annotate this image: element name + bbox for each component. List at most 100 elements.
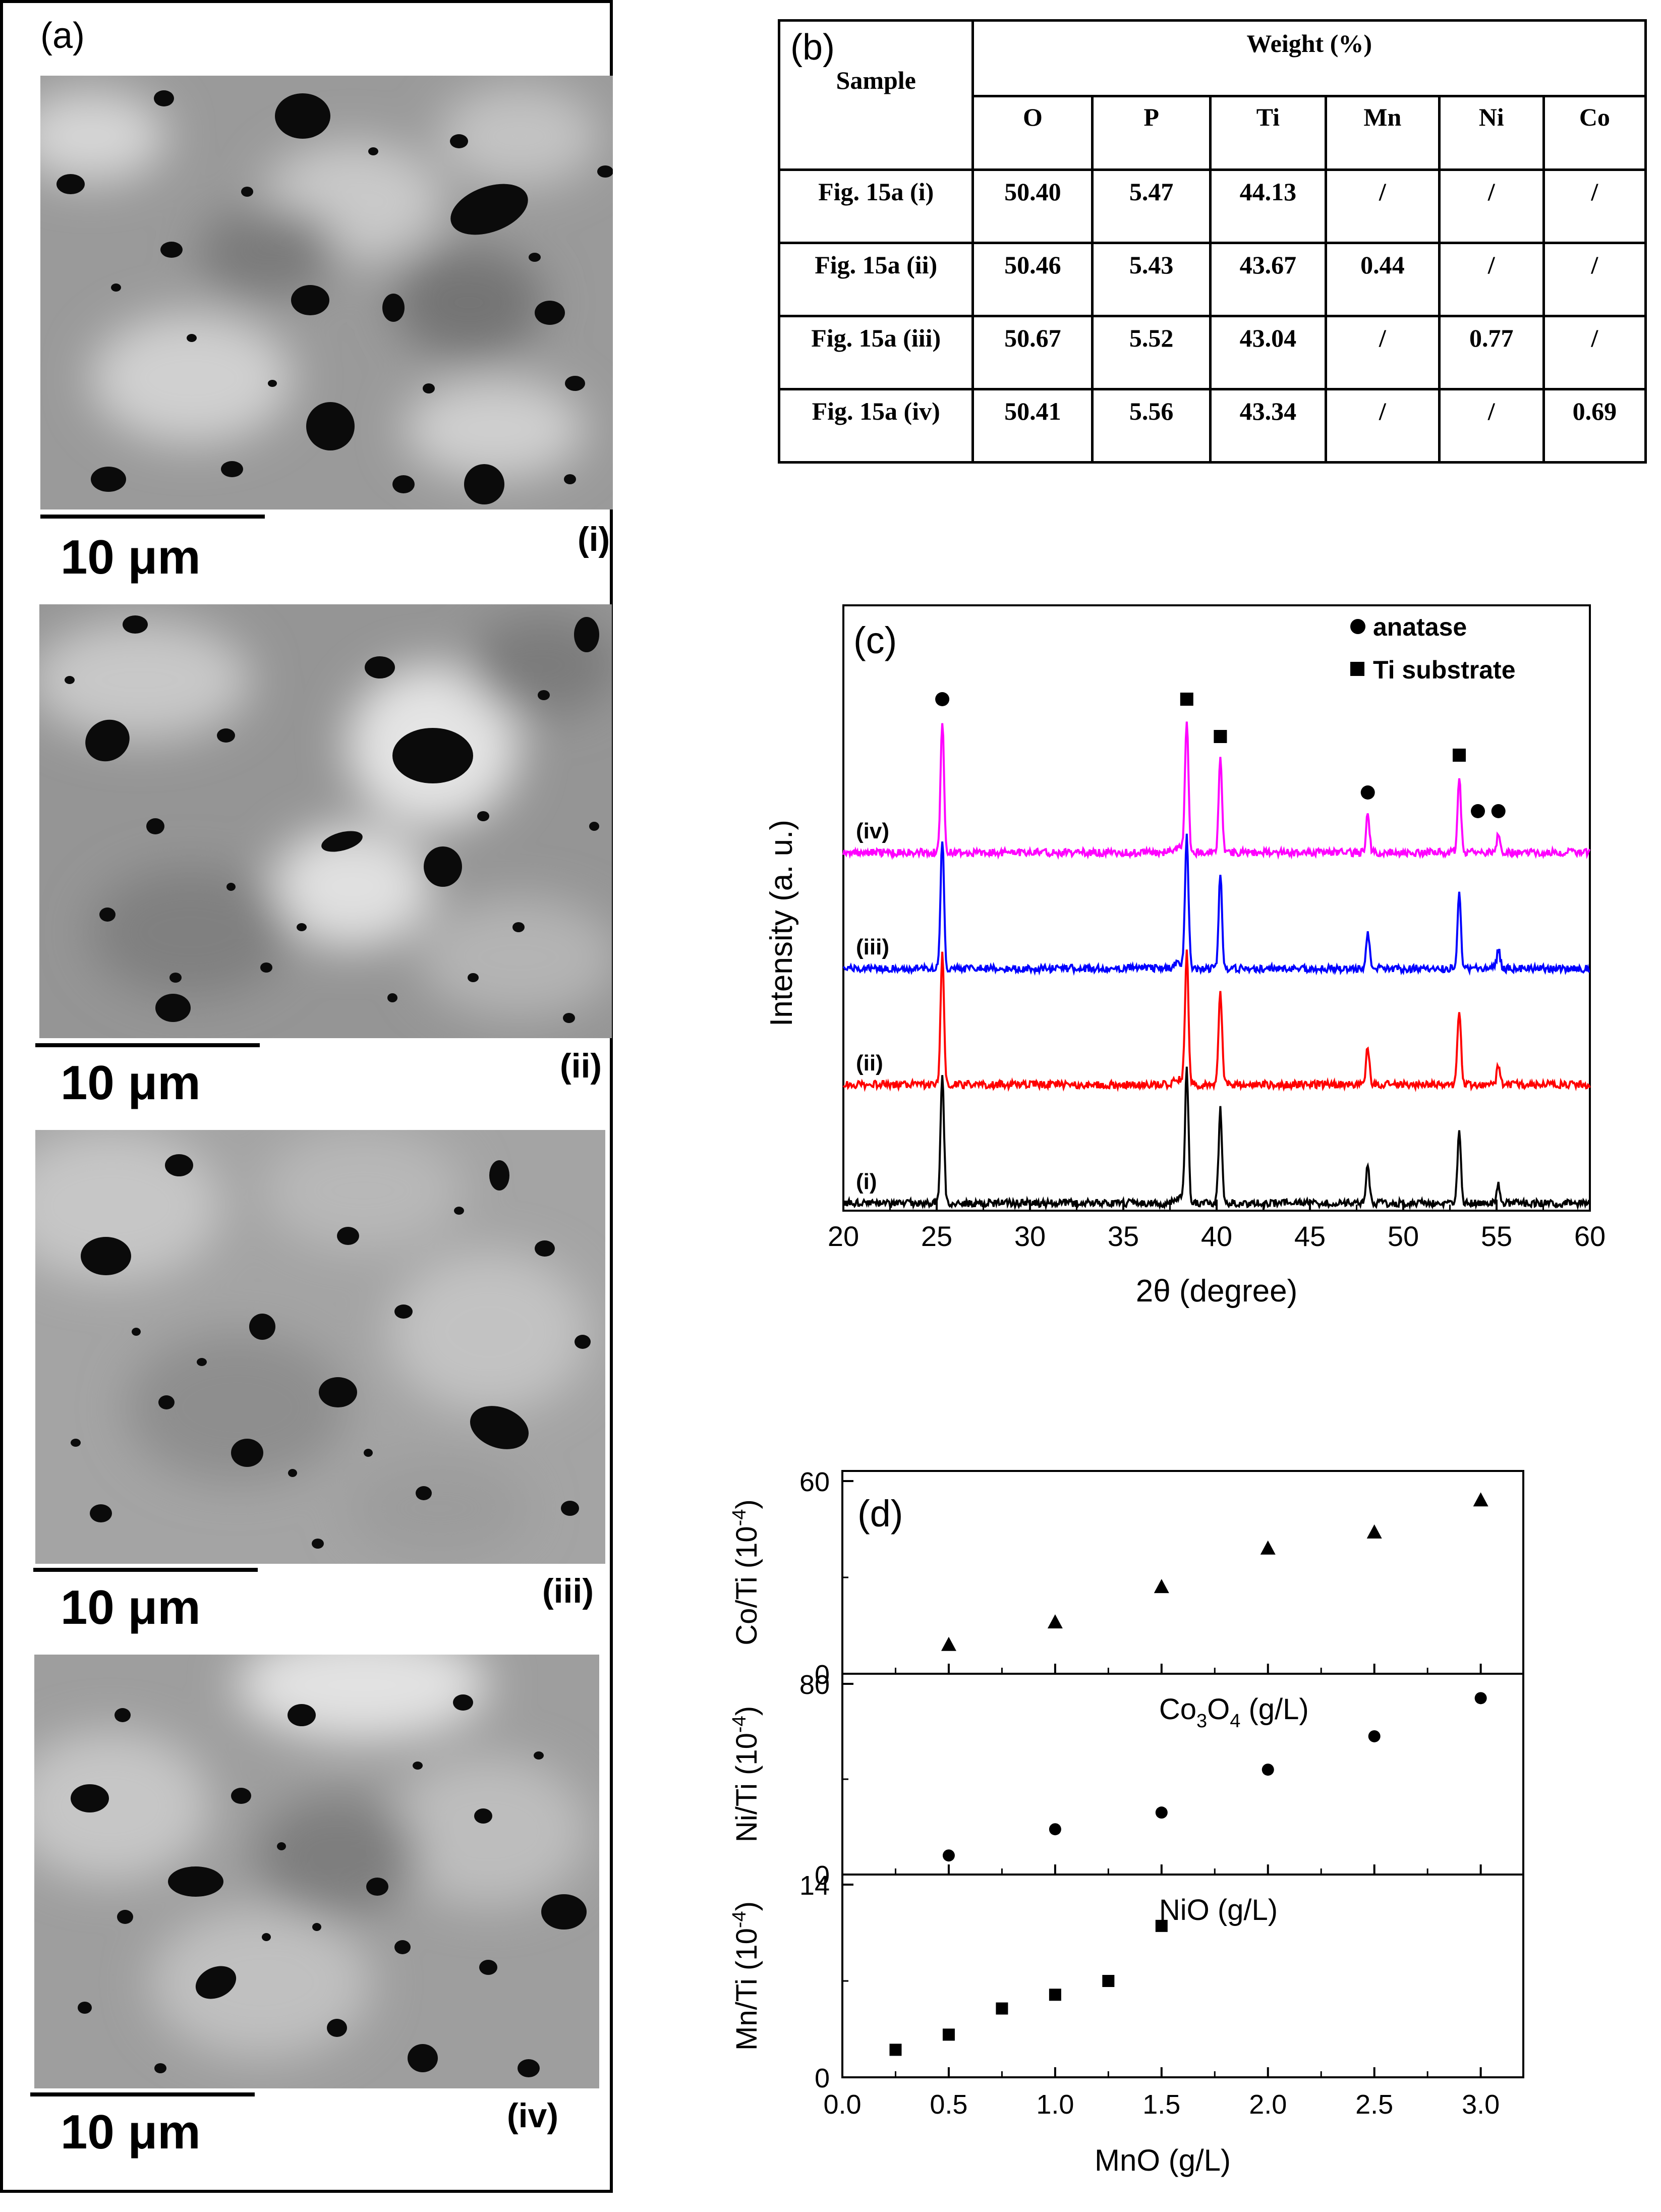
table-row: Fig. 15a (i) 50.40 5.47 44.13 / / / <box>777 168 1647 244</box>
table-row: Fig. 15a (iii) 50.67 5.52 43.04 / 0.77 / <box>777 315 1647 390</box>
ti-substrate-marker <box>1453 749 1466 762</box>
legend-square-icon <box>1350 662 1364 676</box>
x-tick-label: 1.5 <box>1142 2089 1180 2120</box>
data-point-square <box>1102 1975 1115 1987</box>
x-tick-label: 35 <box>1108 1220 1139 1252</box>
legend-circle-icon <box>1350 619 1365 634</box>
xrd-plot-frame <box>842 604 1591 1212</box>
data-point-square <box>1155 1919 1168 1932</box>
y-axis-label-end: ) <box>730 1499 763 1509</box>
data-point-circle <box>1474 1692 1487 1705</box>
table-cell: 43.34 <box>1209 388 1327 464</box>
x-tick-label: 50 <box>1388 1220 1419 1252</box>
x-tick-label: 45 <box>1294 1220 1326 1252</box>
table-cell: 5.52 <box>1091 315 1212 390</box>
table-cell: / <box>1438 388 1545 464</box>
data-point-triangle <box>941 1636 956 1651</box>
sub-label-iii: (iii) <box>542 1572 594 1610</box>
table-cell: 0.69 <box>1542 388 1647 464</box>
data-point-circle <box>1262 1764 1274 1776</box>
table-sample-cell: Fig. 15a (i) <box>777 168 975 244</box>
y-axis-label-end: ) <box>730 1706 763 1716</box>
xrd-trace <box>842 721 1591 861</box>
series-label: (i) <box>856 1169 877 1194</box>
xrd-trace <box>842 1066 1591 1211</box>
y-tick-label: 0 <box>815 2063 830 2093</box>
data-point-triangle <box>1473 1492 1488 1507</box>
table-cell: / <box>1324 315 1441 390</box>
table-cell: 50.46 <box>971 242 1094 317</box>
data-point-square <box>996 2002 1008 2015</box>
y-axis-label-exp: -4 <box>729 1716 750 1733</box>
subplot-xlabel-sub: 3 <box>1196 1711 1207 1732</box>
x-tick-label: 40 <box>1201 1220 1232 1252</box>
table-cell: / <box>1542 242 1647 317</box>
table-sample-cell: Fig. 15a (iv) <box>777 388 975 464</box>
scale-label-iv: 10 μm <box>61 2105 201 2159</box>
table-column-headers: O P Ti Mn Ni Co <box>779 95 1647 171</box>
table-col-header: Ti <box>1209 95 1327 171</box>
table-cell: 43.67 <box>1209 242 1327 317</box>
xrd-trace <box>842 833 1590 976</box>
y-axis-label: Co/Ti (10-4) <box>729 1499 763 1646</box>
table-cell: 44.13 <box>1209 168 1327 244</box>
scale-label-ii: 10 μm <box>61 1056 201 1110</box>
data-point-square <box>1049 1989 1061 2001</box>
x-tick-label: 25 <box>921 1220 952 1252</box>
subplot-xlabel-part: O <box>1207 1693 1230 1726</box>
sub-label-i: (i) <box>578 520 610 558</box>
table-cell: / <box>1542 315 1647 390</box>
y-axis-label-main: Co/Ti (10 <box>730 1526 763 1645</box>
table-cell: / <box>1324 168 1441 244</box>
anatase-marker <box>1471 804 1485 818</box>
sub-label-iv: (iv) <box>507 2096 558 2135</box>
y-axis-label: Intensity (a. u.) <box>764 820 799 1027</box>
table-cell: / <box>1438 242 1545 317</box>
data-point-triangle <box>1154 1579 1169 1594</box>
y-tick-label: 60 <box>799 1467 830 1497</box>
anatase-marker <box>1360 785 1375 800</box>
y-tick-label: 0 <box>815 1860 830 1891</box>
table-cell: 0.77 <box>1438 315 1545 390</box>
subplot-xlabel: NiO (g/L) <box>1159 1894 1278 1926</box>
data-point-triangle <box>1047 1614 1063 1629</box>
table-cell: 43.04 <box>1209 315 1327 390</box>
table-col-header: Co <box>1542 95 1647 171</box>
data-point-triangle <box>1260 1540 1276 1555</box>
table-cell: 50.41 <box>971 388 1094 464</box>
y-axis-label-main: Ni/Ti (10 <box>730 1733 763 1842</box>
y-tick-label: 80 <box>799 1670 830 1700</box>
ti-substrate-marker <box>1214 730 1227 743</box>
table-cell: 0.44 <box>1324 242 1441 317</box>
table-cell: 50.67 <box>971 315 1094 390</box>
table-sample-cell: Fig. 15a (ii) <box>777 242 975 317</box>
panel-a-label: (a) <box>40 16 85 56</box>
series-label: (iii) <box>856 935 889 959</box>
table-cell: / <box>1324 388 1441 464</box>
subplot-xlabel-sub: 4 <box>1230 1711 1240 1732</box>
table-col-header: O <box>971 95 1094 171</box>
y-axis-label-exp: -4 <box>729 1911 750 1928</box>
scale-label-iii: 10 μm <box>61 1580 201 1634</box>
y-tick-label: 0 <box>815 1660 830 1690</box>
legend-label: Ti substrate <box>1373 656 1516 684</box>
scale-bar-iii <box>33 1568 258 1572</box>
data-point-circle <box>942 1849 955 1862</box>
table-cell: 50.40 <box>971 168 1094 244</box>
y-axis-label: Mn/Ti (10-4) <box>729 1901 763 2051</box>
panel-c-label: (c) <box>853 619 897 661</box>
xrd-chart: 20 25 30 35 40 45 50 55 60 2θ (degree) Intensity (… <box>764 604 1606 1309</box>
x-axis-label: 2θ (degree) <box>1136 1274 1298 1309</box>
table-cell: / <box>1438 168 1545 244</box>
sem-image-iv <box>34 1655 599 2088</box>
table-cell: 5.56 <box>1091 388 1212 464</box>
sem-image-ii <box>39 604 612 1038</box>
subplot-xlabel-part: (g/L) <box>1240 1693 1308 1726</box>
x-tick-label: 2.5 <box>1355 2089 1393 2120</box>
panel-d-label: (d) <box>857 1493 903 1535</box>
y-axis-label: Ni/Ti (10-4) <box>729 1706 763 1842</box>
table-row: Fig. 15a (iv) 50.41 5.56 43.34 / / 0.69 <box>777 388 1647 464</box>
x-tick-label: 0.5 <box>930 2089 967 2120</box>
x-tick-label: 55 <box>1481 1220 1512 1252</box>
